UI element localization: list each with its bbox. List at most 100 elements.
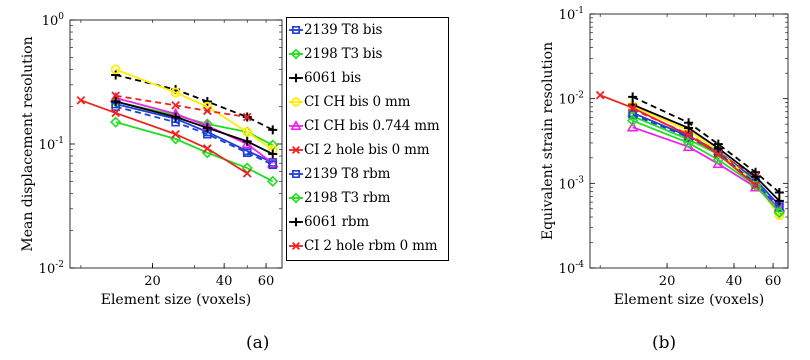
y-tick-label-b-0: 10-4 bbox=[559, 260, 585, 277]
x-tick-label-b-0: 20 bbox=[659, 274, 676, 289]
point-a-2-2 bbox=[202, 97, 212, 107]
point-b-4-2 bbox=[712, 157, 725, 169]
series-line-a-5 bbox=[115, 94, 248, 118]
point-a-8-2 bbox=[202, 123, 212, 133]
caption-b: (b) bbox=[652, 333, 677, 353]
legend-swatch bbox=[289, 241, 303, 251]
point-b-6-0 bbox=[628, 110, 637, 119]
point-b-9-2 bbox=[684, 130, 693, 140]
point-b-8-2 bbox=[713, 143, 723, 153]
series-line-a-3 bbox=[115, 68, 274, 151]
point-a-3-0 bbox=[110, 64, 121, 75]
point-a-2-4 bbox=[268, 125, 278, 135]
legend-swatch bbox=[289, 73, 303, 83]
point-a-5-1 bbox=[171, 101, 180, 110]
y-tick-label-a-2: 100 bbox=[42, 12, 65, 29]
series-a-3 bbox=[110, 64, 278, 155]
point-b-2-0 bbox=[628, 92, 638, 102]
legend-item: 2139 T8 rbm bbox=[287, 164, 448, 186]
point-a-9-4 bbox=[242, 168, 252, 178]
point-b-8-1 bbox=[684, 123, 694, 133]
legend-swatch bbox=[289, 26, 303, 35]
legend-label: 6061 bis bbox=[304, 70, 361, 86]
point-b-2-4 bbox=[774, 187, 784, 197]
point-b-9-1 bbox=[628, 103, 637, 113]
point-b-8-4 bbox=[774, 196, 784, 206]
legend-item: 6061 bis bbox=[287, 68, 448, 90]
series-line-b-2 bbox=[632, 96, 780, 194]
x-axis-label-a: Element size (voxels) bbox=[101, 292, 252, 308]
x-tick-label-b-1: 40 bbox=[726, 274, 743, 289]
point-a-4-4 bbox=[266, 157, 279, 168]
legend-swatch bbox=[289, 217, 303, 227]
point-b-7-0 bbox=[627, 115, 639, 127]
y-axis-label-b: Equivalent strain resolution bbox=[540, 42, 556, 240]
point-a-4-3 bbox=[241, 137, 254, 149]
legend-label: 6061 rbm bbox=[304, 214, 369, 230]
legend-label: CI CH bis 0 mm bbox=[304, 94, 411, 110]
point-a-8-4 bbox=[268, 149, 278, 159]
series-a-9 bbox=[76, 95, 252, 178]
series-line-b-6 bbox=[632, 113, 780, 209]
point-a-5-0 bbox=[111, 91, 121, 101]
y-tick-label-b-1: 10-3 bbox=[559, 175, 585, 192]
point-a-3-3 bbox=[242, 127, 253, 137]
series-line-a-7 bbox=[115, 121, 274, 183]
y-tick-label-a-1: 10-1 bbox=[39, 136, 64, 153]
legend-item: CI 2 hole rbm 0 mm bbox=[287, 236, 448, 258]
point-a-7-4 bbox=[267, 175, 279, 187]
point-a-2-0 bbox=[111, 70, 121, 80]
legend-swatch bbox=[289, 97, 303, 107]
legend-swatch bbox=[289, 170, 303, 179]
point-b-8-3 bbox=[751, 172, 761, 182]
series-line-b-7 bbox=[632, 119, 781, 214]
plot-a: 10-2 10-1 100 20 40 60 Element size (voxels) Me… bbox=[20, 12, 283, 308]
point-a-6-3 bbox=[242, 148, 252, 158]
series-b-9 bbox=[595, 90, 760, 190]
series-b-8 bbox=[628, 100, 784, 206]
legend-label: 2198 T3 bis bbox=[304, 46, 383, 62]
legend-label: 2198 T3 rbm bbox=[304, 190, 391, 206]
legend-item: 2198 T3 rbm bbox=[287, 188, 448, 210]
point-a-3-1 bbox=[170, 87, 181, 98]
point-b-7-4 bbox=[773, 207, 785, 219]
point-a-8-1 bbox=[171, 112, 181, 122]
legend-item: 2198 T3 bis bbox=[287, 44, 448, 66]
legend-item: CI CH bis 0.744 mm bbox=[287, 116, 448, 138]
point-a-6-4 bbox=[268, 160, 278, 170]
point-b-9-3 bbox=[713, 150, 723, 159]
legend-label: CI CH bis 0.744 mm bbox=[304, 118, 440, 134]
point-b-9-0 bbox=[595, 90, 605, 100]
legend-label: 2139 T8 bis bbox=[304, 22, 383, 38]
legend-swatch bbox=[289, 145, 303, 155]
legend-swatch bbox=[289, 120, 303, 130]
x-axis-label-b: Element size (voxels) bbox=[614, 292, 765, 308]
point-a-8-0 bbox=[111, 97, 121, 107]
x-tick-label-a-2: 60 bbox=[258, 274, 275, 289]
point-b-9-4 bbox=[751, 180, 760, 190]
point-a-9-3 bbox=[203, 144, 212, 153]
y-axis-label-a: Mean displacement resolution bbox=[20, 36, 36, 251]
x-tick-label-a-0: 20 bbox=[144, 274, 161, 289]
point-a-9-0 bbox=[76, 95, 86, 105]
legend-label: 2139 T8 rbm bbox=[304, 166, 391, 182]
point-b-4-0 bbox=[626, 121, 639, 132]
legend: 2139 T8 bis 2198 T3 bis 6061 bis CI CH bis … bbox=[286, 17, 449, 261]
caption-a: (a) bbox=[246, 333, 270, 353]
series-a-8 bbox=[111, 97, 278, 159]
y-tick-label-a-0: 10-2 bbox=[39, 260, 64, 277]
x-tick-label-b-2: 60 bbox=[765, 274, 782, 289]
y-tick-label-b-3: 10-1 bbox=[559, 6, 584, 23]
legend-label: CI 2 hole rbm 0 mm bbox=[304, 238, 438, 254]
legend-swatch bbox=[289, 48, 303, 60]
point-a-7-0 bbox=[110, 116, 122, 128]
legend-item: CI 2 hole bis 0 mm bbox=[287, 140, 448, 162]
x-tick-label-a-1: 40 bbox=[216, 274, 233, 289]
point-b-7-1 bbox=[682, 137, 695, 149]
legend-item: 2139 T8 bis bbox=[287, 20, 448, 42]
legend-item: 6061 rbm bbox=[287, 212, 448, 234]
series-a-5 bbox=[111, 91, 252, 122]
point-a-8-3 bbox=[242, 136, 252, 146]
point-a-5-2 bbox=[203, 106, 212, 116]
